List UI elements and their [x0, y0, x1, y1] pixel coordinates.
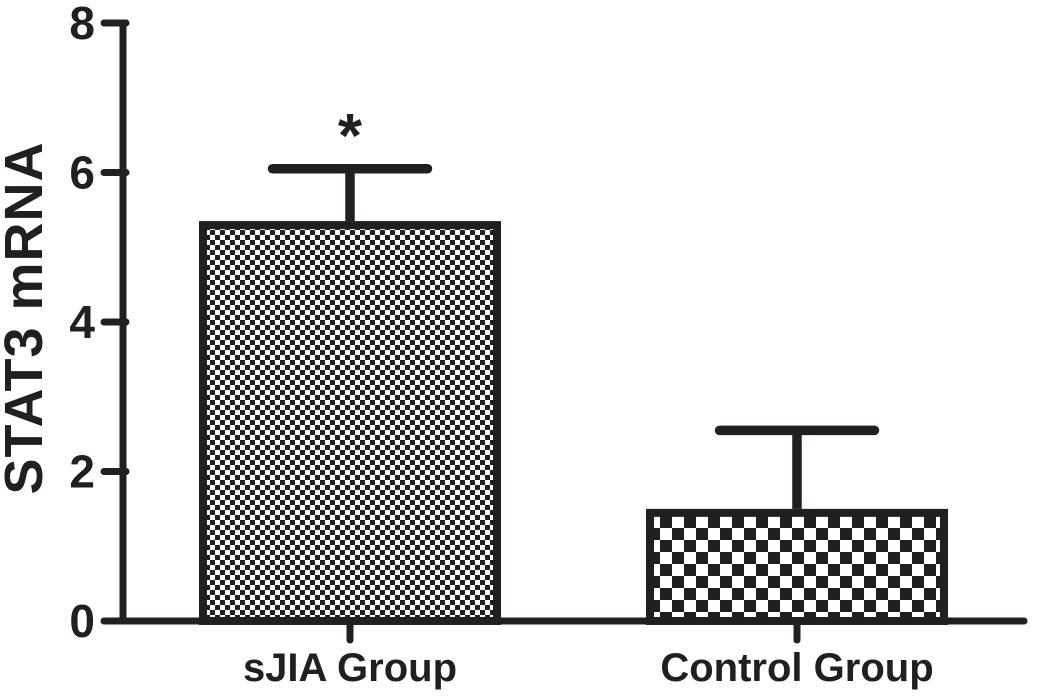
bar-sjia-group: [199, 221, 501, 625]
y-tick-label: 6: [69, 147, 95, 199]
error-bars-group: [267, 164, 880, 509]
x-category-label-control-group: Control Group: [660, 646, 933, 690]
bar-control-group: [646, 508, 948, 625]
x-labels-group: sJIA Group Control Group: [243, 646, 934, 690]
x-category-label-sjia-group: sJIA Group: [243, 646, 457, 690]
x-ticks-group: [346, 617, 801, 644]
y-tick-label: 8: [69, 0, 95, 49]
significance-asterisk: *: [338, 102, 363, 171]
annotations-group: *: [338, 102, 363, 171]
y-ticks-group: 0 2 4 6 8: [69, 0, 130, 647]
y-tick-label: 2: [69, 446, 95, 498]
y-tick-label: 4: [69, 296, 95, 348]
y-tick-label: 0: [69, 595, 95, 647]
bars-group: [199, 221, 948, 625]
y-axis-label: STAT3 mRNA: [0, 141, 54, 494]
